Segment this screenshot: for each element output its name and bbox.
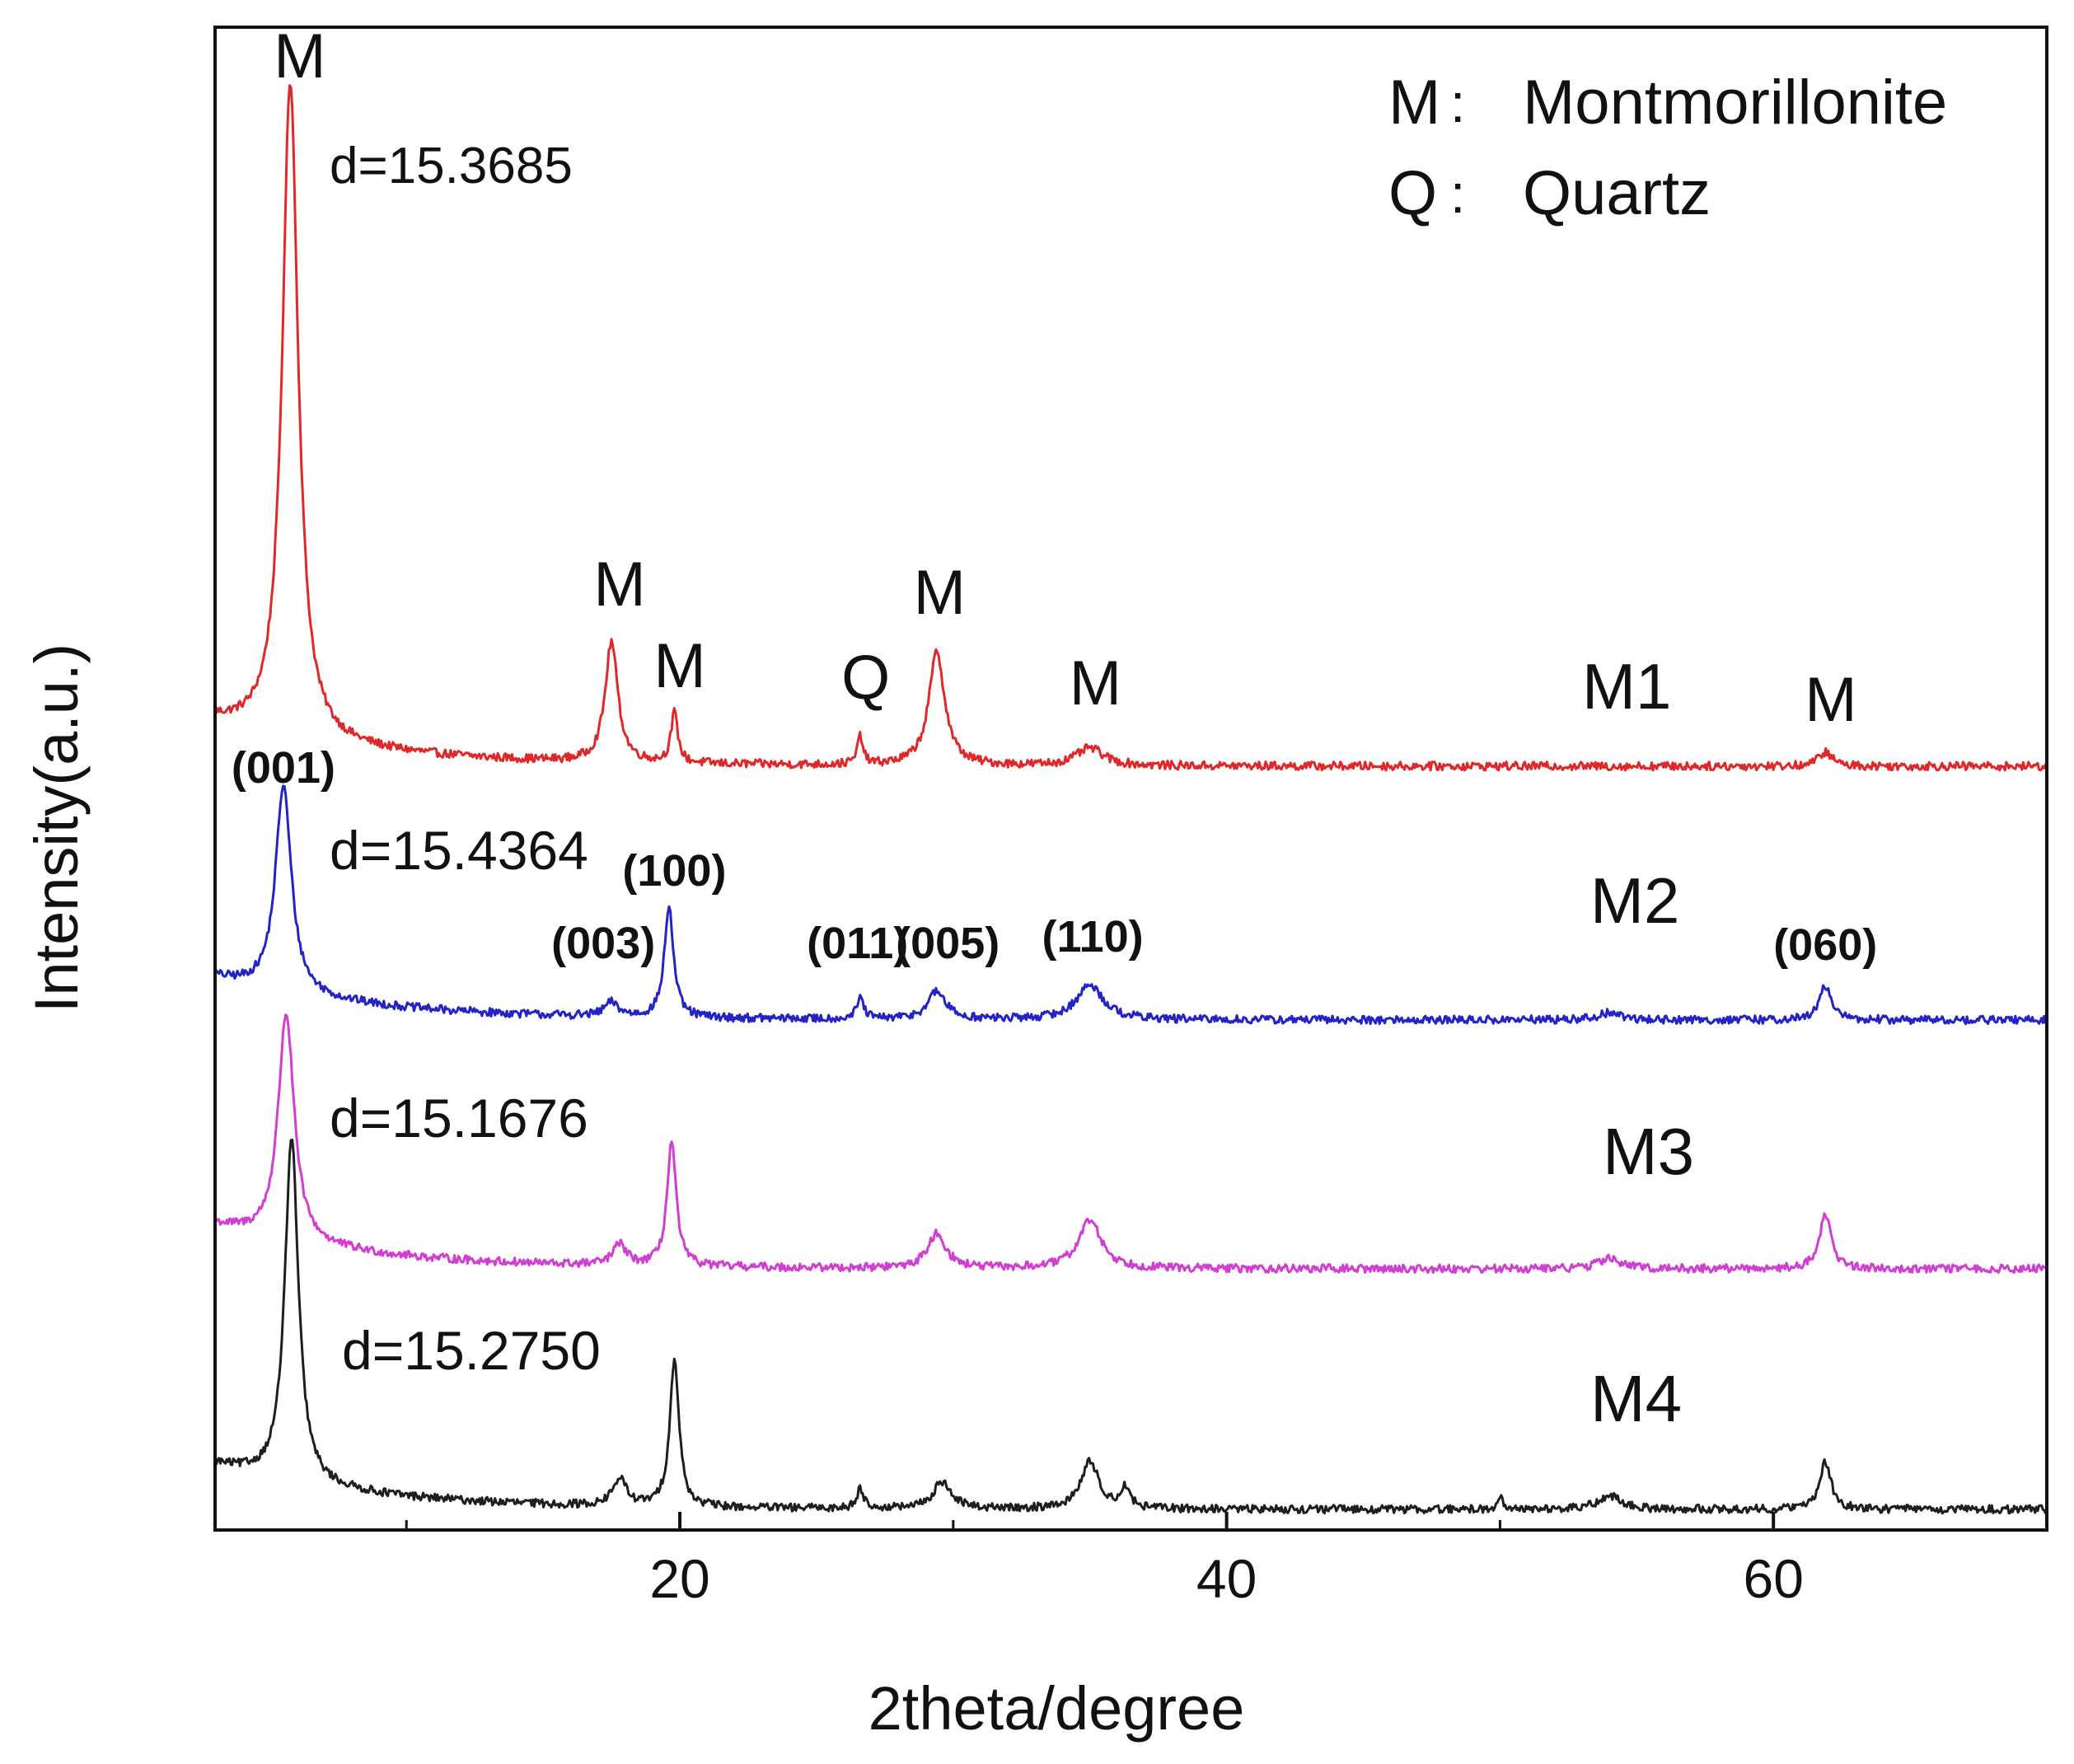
peak-label: (060)	[1773, 920, 1877, 970]
plot-frame	[213, 26, 2048, 1532]
traces-layer	[213, 84, 2048, 1515]
peak-label: Q	[841, 643, 890, 713]
series-label-m2: M2	[1590, 864, 1679, 937]
d-spacing-m2: d=15.4364	[330, 820, 588, 881]
peak-label: M	[274, 21, 325, 91]
peak-label: (011)	[807, 919, 908, 968]
peak-label: M	[653, 631, 705, 701]
peak-label: (001)	[232, 743, 335, 793]
legend: M : Montmorillonite Q : Quartz	[1388, 68, 1947, 228]
peak-label: M	[914, 558, 966, 628]
peak-label: M	[1805, 665, 1856, 735]
x-tick-label: 40	[1196, 1548, 1257, 1609]
peak-label: M	[593, 550, 645, 620]
d-spacing-m3: d=15.1676	[330, 1088, 588, 1149]
legend-name-montmorillonite: Montmorillonite	[1523, 68, 1947, 138]
legend-separator-m: :	[1450, 73, 1465, 133]
d-spacing-m1: d=15.3685	[330, 138, 573, 194]
trace-m4	[213, 1138, 2048, 1515]
series-label-m4: M4	[1590, 1362, 1682, 1435]
axis-layer: 20 40 60	[405, 1512, 1804, 1609]
peak-label: (110)	[1042, 912, 1144, 962]
series-label-m1: M1	[1582, 650, 1671, 723]
d-spacing-m4: d=15.2750	[342, 1320, 601, 1381]
x-tick-label: 60	[1743, 1548, 1803, 1609]
trace-m1	[213, 84, 2048, 772]
peak-label: (005)	[896, 919, 1000, 968]
peak-label: M	[1070, 648, 1121, 718]
x-tick-label: 20	[649, 1548, 709, 1609]
trace-m3	[214, 1013, 2048, 1275]
series-label-m3: M3	[1603, 1115, 1694, 1188]
peak-label: (100)	[622, 846, 726, 896]
trace-m2	[213, 784, 2048, 1026]
legend-symbol-m: M	[1388, 68, 1440, 138]
peak-label: (003)	[551, 919, 655, 968]
legend-separator-q: :	[1450, 163, 1465, 224]
x-axis-label: 2theta/degree	[868, 1674, 1245, 1743]
legend-name-quartz: Quartz	[1523, 158, 1711, 228]
y-axis-label: Intensity(a.u.)	[22, 643, 91, 1013]
legend-symbol-q: Q	[1388, 158, 1437, 228]
